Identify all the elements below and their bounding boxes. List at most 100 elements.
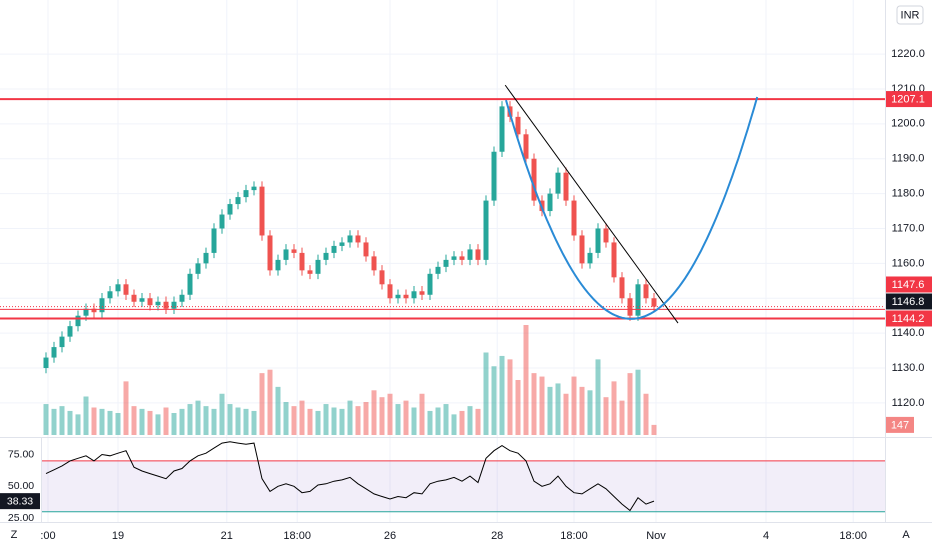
x-tick-label: 18:00 bbox=[839, 530, 867, 542]
drawings bbox=[0, 84, 885, 324]
candle-body bbox=[435, 266, 441, 274]
volume-bar bbox=[291, 406, 297, 435]
volume-bar bbox=[635, 369, 641, 435]
x-tick-label: 18:00 bbox=[560, 530, 588, 542]
volume-bar bbox=[539, 376, 545, 435]
volume-bar bbox=[243, 408, 249, 435]
currency-box[interactable] bbox=[896, 5, 924, 25]
candle-body bbox=[443, 259, 449, 267]
candle-body bbox=[515, 116, 521, 135]
candle-body bbox=[139, 298, 145, 302]
volume-bar bbox=[147, 410, 153, 435]
y-tick-label: 1140.0 bbox=[892, 327, 925, 339]
candle-body bbox=[91, 308, 97, 313]
volume-bar bbox=[219, 393, 225, 435]
candle-body bbox=[187, 273, 193, 295]
volume-bar bbox=[371, 390, 377, 435]
volume-bar bbox=[211, 408, 217, 435]
volume-bar bbox=[91, 407, 97, 435]
volume-bar bbox=[99, 408, 105, 435]
candle-body bbox=[43, 357, 49, 369]
candle-body bbox=[307, 270, 313, 274]
candle-body bbox=[203, 252, 209, 264]
candle-body bbox=[475, 249, 481, 260]
volume-bar bbox=[467, 406, 473, 435]
volume-bar bbox=[59, 406, 65, 435]
y-tick-label: 1170.0 bbox=[892, 222, 925, 234]
volume-bar bbox=[563, 393, 569, 435]
volume-bar bbox=[459, 410, 465, 435]
candle-body bbox=[451, 256, 457, 260]
candle-body bbox=[243, 190, 249, 198]
volume-bar bbox=[611, 381, 617, 435]
candle-body bbox=[355, 235, 361, 243]
volume-bar bbox=[483, 352, 489, 435]
candle-body bbox=[403, 294, 409, 299]
timezone-button[interactable]: Z bbox=[11, 529, 18, 541]
candle-body bbox=[339, 242, 345, 246]
volume-bar bbox=[579, 386, 585, 435]
candle-body bbox=[363, 242, 369, 257]
rsi-tick-label: 50.00 bbox=[8, 480, 34, 492]
volume-bar bbox=[67, 410, 73, 435]
candle-body bbox=[427, 273, 433, 295]
auto-scale-button[interactable]: A bbox=[902, 529, 910, 541]
candle-body bbox=[171, 301, 177, 309]
trendline bbox=[504, 84, 679, 324]
rsi-pane: 38.33 bbox=[0, 441, 655, 512]
price-tag-label: 1144.2 bbox=[892, 313, 925, 325]
candle-body bbox=[283, 249, 289, 260]
candle-body bbox=[259, 186, 265, 236]
candle-body bbox=[395, 294, 401, 299]
candle-body bbox=[483, 200, 489, 260]
volume-bar bbox=[187, 404, 193, 435]
volume-bar bbox=[171, 413, 177, 435]
volume-bar bbox=[411, 407, 417, 435]
candle-body bbox=[419, 291, 425, 295]
volume-bar bbox=[523, 325, 529, 435]
y-tick-label: 1220.0 bbox=[891, 48, 925, 60]
candle-body bbox=[179, 294, 185, 302]
candle-body bbox=[99, 298, 105, 313]
candle-body bbox=[387, 284, 393, 299]
candle-body bbox=[83, 308, 89, 316]
candle-body bbox=[235, 197, 241, 205]
candle-body bbox=[195, 263, 201, 274]
currency[interactable]: INR bbox=[901, 9, 920, 21]
candle-body bbox=[51, 347, 57, 358]
volume-bar bbox=[587, 390, 593, 435]
volume-bar bbox=[651, 424, 657, 435]
candle-body bbox=[211, 228, 217, 253]
candle-body bbox=[555, 172, 561, 194]
volume-bar bbox=[43, 404, 49, 435]
candle-body bbox=[547, 193, 553, 212]
price-tag-label: 1147.6 bbox=[892, 279, 925, 291]
volume-bar bbox=[603, 397, 609, 435]
parabola-curve bbox=[505, 96, 759, 320]
candle-body bbox=[107, 291, 113, 299]
volume-bar bbox=[259, 373, 265, 435]
volume-bar bbox=[443, 404, 449, 435]
volume-bar bbox=[347, 400, 353, 435]
candle-body bbox=[323, 252, 329, 260]
candle-body bbox=[531, 158, 537, 201]
volume-bar bbox=[547, 386, 553, 435]
price-tag-label: 1146.8 bbox=[892, 296, 925, 308]
x-tick-label: 21 bbox=[221, 530, 233, 542]
candle-body bbox=[371, 256, 377, 271]
candle-body bbox=[587, 252, 593, 264]
candle-body bbox=[347, 235, 353, 243]
candle-body bbox=[275, 259, 281, 271]
y-tick-label: 1180.0 bbox=[892, 188, 925, 200]
rsi-line bbox=[45, 441, 655, 512]
volume-bar bbox=[571, 376, 577, 435]
volume-bar bbox=[531, 373, 537, 435]
candle-body bbox=[131, 294, 137, 302]
volume-bar bbox=[251, 410, 257, 435]
rsi-band-fill bbox=[42, 460, 885, 512]
volume-bar bbox=[179, 408, 185, 435]
candle-body bbox=[123, 284, 129, 295]
candle-body bbox=[651, 298, 657, 307]
grid bbox=[0, 0, 885, 522]
